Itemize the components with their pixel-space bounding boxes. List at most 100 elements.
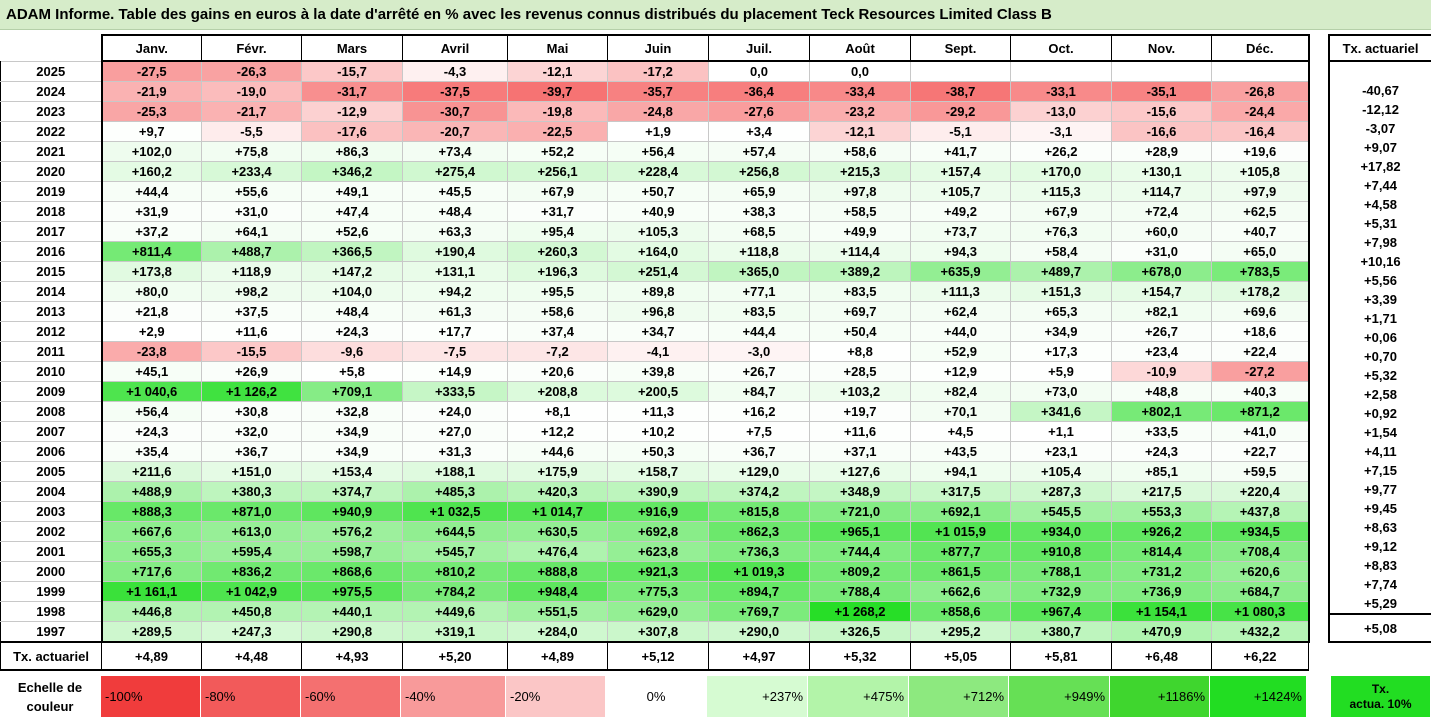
gain-cell: +1,1: [1010, 421, 1112, 442]
rate-row: +8,63: [1328, 518, 1431, 537]
gain-cell: +57,4: [708, 141, 810, 162]
rate-cell: -3,07: [1328, 119, 1431, 138]
gain-cell: +19,7: [809, 401, 911, 422]
gain-cell: -33,4: [809, 81, 911, 102]
gain-cell: +173,8: [101, 261, 202, 282]
gain-cell: +104,0: [301, 281, 403, 302]
gain-cell: +260,3: [507, 241, 608, 262]
gain-cell: +65,3: [1010, 301, 1112, 322]
gain-cell: +256,1: [507, 161, 608, 182]
gain-cell: +118,9: [201, 261, 302, 282]
year-cell: 2018: [0, 201, 103, 222]
gain-cell: +228,4: [607, 161, 709, 182]
gain-cell: -20,7: [402, 121, 508, 142]
gain-cell: +440,1: [301, 601, 403, 622]
gain-cell: -27,2: [1211, 361, 1310, 382]
gain-cell: +95,5: [507, 281, 608, 302]
gain-cell: +37,4: [507, 321, 608, 342]
gain-cell: +32,0: [201, 421, 302, 442]
gain-cell: +1 161,1: [101, 581, 202, 602]
gain-cell: -4,3: [402, 60, 508, 82]
gain-cell: +678,0: [1111, 261, 1212, 282]
gain-cell: -38,7: [910, 81, 1011, 102]
gain-cell: +83,5: [708, 301, 810, 322]
legend-swatch: 0%: [606, 676, 707, 717]
gain-cell: +12,2: [507, 421, 608, 442]
gain-cell: +420,3: [507, 481, 608, 502]
gain-cell: +545,5: [1010, 501, 1112, 522]
rate-cell: [1328, 61, 1431, 81]
gain-cell: -35,1: [1111, 81, 1212, 102]
footer-rate-cell: +4,89: [507, 641, 608, 671]
legend-label-line1: Echelle de: [17, 680, 83, 695]
gain-cell: +68,5: [708, 221, 810, 242]
gain-cell: +810,2: [402, 561, 508, 582]
gain-cell: +58,4: [1010, 241, 1112, 262]
year-cell: 2011: [0, 341, 103, 362]
gain-cell: +374,7: [301, 481, 403, 502]
gains-table: Janv. Févr. Mars Avril Mai Juin Juil. Août Sept.…: [0, 34, 1310, 671]
gain-cell: +49,1: [301, 181, 403, 202]
gain-cell: +86,3: [301, 141, 403, 162]
rate-row: +4,11: [1328, 442, 1431, 461]
gain-cell: +41,7: [910, 141, 1011, 162]
gain-cell: -35,7: [607, 81, 709, 102]
gain-cell: +8,1: [507, 401, 608, 422]
gain-cell: +709,1: [301, 381, 403, 402]
footer-rate-cell: +5,05: [910, 641, 1011, 671]
year-cell: 2006: [0, 441, 103, 462]
legend-swatch: +949%: [1009, 676, 1110, 717]
gain-cell: +28,5: [809, 361, 911, 382]
gain-cell: -19,0: [201, 81, 302, 102]
legend-label: Echelle de couleur: [0, 676, 100, 718]
gain-cell: +105,4: [1010, 461, 1112, 482]
gain-cell: +9,7: [101, 121, 202, 142]
footer-rate-cell: +6,48: [1111, 641, 1212, 671]
gain-cell: +476,4: [507, 541, 608, 562]
gain-cell: -5,1: [910, 121, 1011, 142]
rate-row: +8,83: [1328, 556, 1431, 575]
gain-cell: +888,8: [507, 561, 608, 582]
year-cell: 2016: [0, 241, 103, 262]
gain-cell: +175,9: [507, 461, 608, 482]
gain-cell: +17,7: [402, 321, 508, 342]
gain-cell: +56,4: [607, 141, 709, 162]
gain-cell: +48,4: [301, 301, 403, 322]
rate-cell: +9,45: [1328, 499, 1431, 518]
year-cell: 2025: [0, 60, 103, 82]
year-cell: 2001: [0, 541, 103, 562]
rate-row: +9,77: [1328, 480, 1431, 499]
gain-cell: +635,9: [910, 261, 1011, 282]
gain-cell: -24,4: [1211, 101, 1310, 122]
gain-cell: -36,4: [708, 81, 810, 102]
gain-cell: +39,8: [607, 361, 709, 382]
legend-swatch: +237%: [707, 676, 808, 717]
gain-cell: +667,6: [101, 521, 202, 542]
gain-cell: +613,0: [201, 521, 302, 542]
gain-cell: +105,3: [607, 221, 709, 242]
year-cell: 2007: [0, 421, 103, 442]
gain-cell: -16,6: [1111, 121, 1212, 142]
gain-cell: +65,9: [708, 181, 810, 202]
table-row: 2013 +21,8 +37,5 +48,4 +61,3 +58,6 +96,8 +83,5 +…: [0, 301, 1310, 322]
table-row: 2015 +173,8 +118,9 +147,2 +131,1 +196,3 +251,4…: [0, 261, 1310, 282]
gain-cell: +26,9: [201, 361, 302, 382]
gain-cell: +1 019,3: [708, 561, 810, 582]
legend-swatch: +475%: [808, 676, 909, 717]
year-cell: 2017: [0, 221, 103, 242]
month-header: Mars: [301, 34, 403, 62]
gain-cell: +73,0: [1010, 381, 1112, 402]
gain-cell: +69,7: [809, 301, 911, 322]
gain-cell: +154,7: [1111, 281, 1212, 302]
month-header: Déc.: [1211, 34, 1310, 62]
gain-cell: +380,7: [1010, 621, 1112, 643]
table-row: 2021 +102,0 +75,8 +86,3 +73,4 +52,2 +56,4 +57,4…: [0, 141, 1310, 162]
gain-cell: +30,8: [201, 401, 302, 422]
legend-swatch: -20%: [506, 676, 606, 717]
gain-cell: +916,9: [607, 501, 709, 522]
gain-cell: +4,5: [910, 421, 1011, 442]
table-row: 2018 +31,9 +31,0 +47,4 +48,4 +31,7 +40,9 +38,3 +…: [0, 201, 1310, 222]
gain-cell: +553,3: [1111, 501, 1212, 522]
rate-row: +7,44: [1328, 176, 1431, 195]
legend-swatch: +1424%: [1210, 676, 1307, 717]
